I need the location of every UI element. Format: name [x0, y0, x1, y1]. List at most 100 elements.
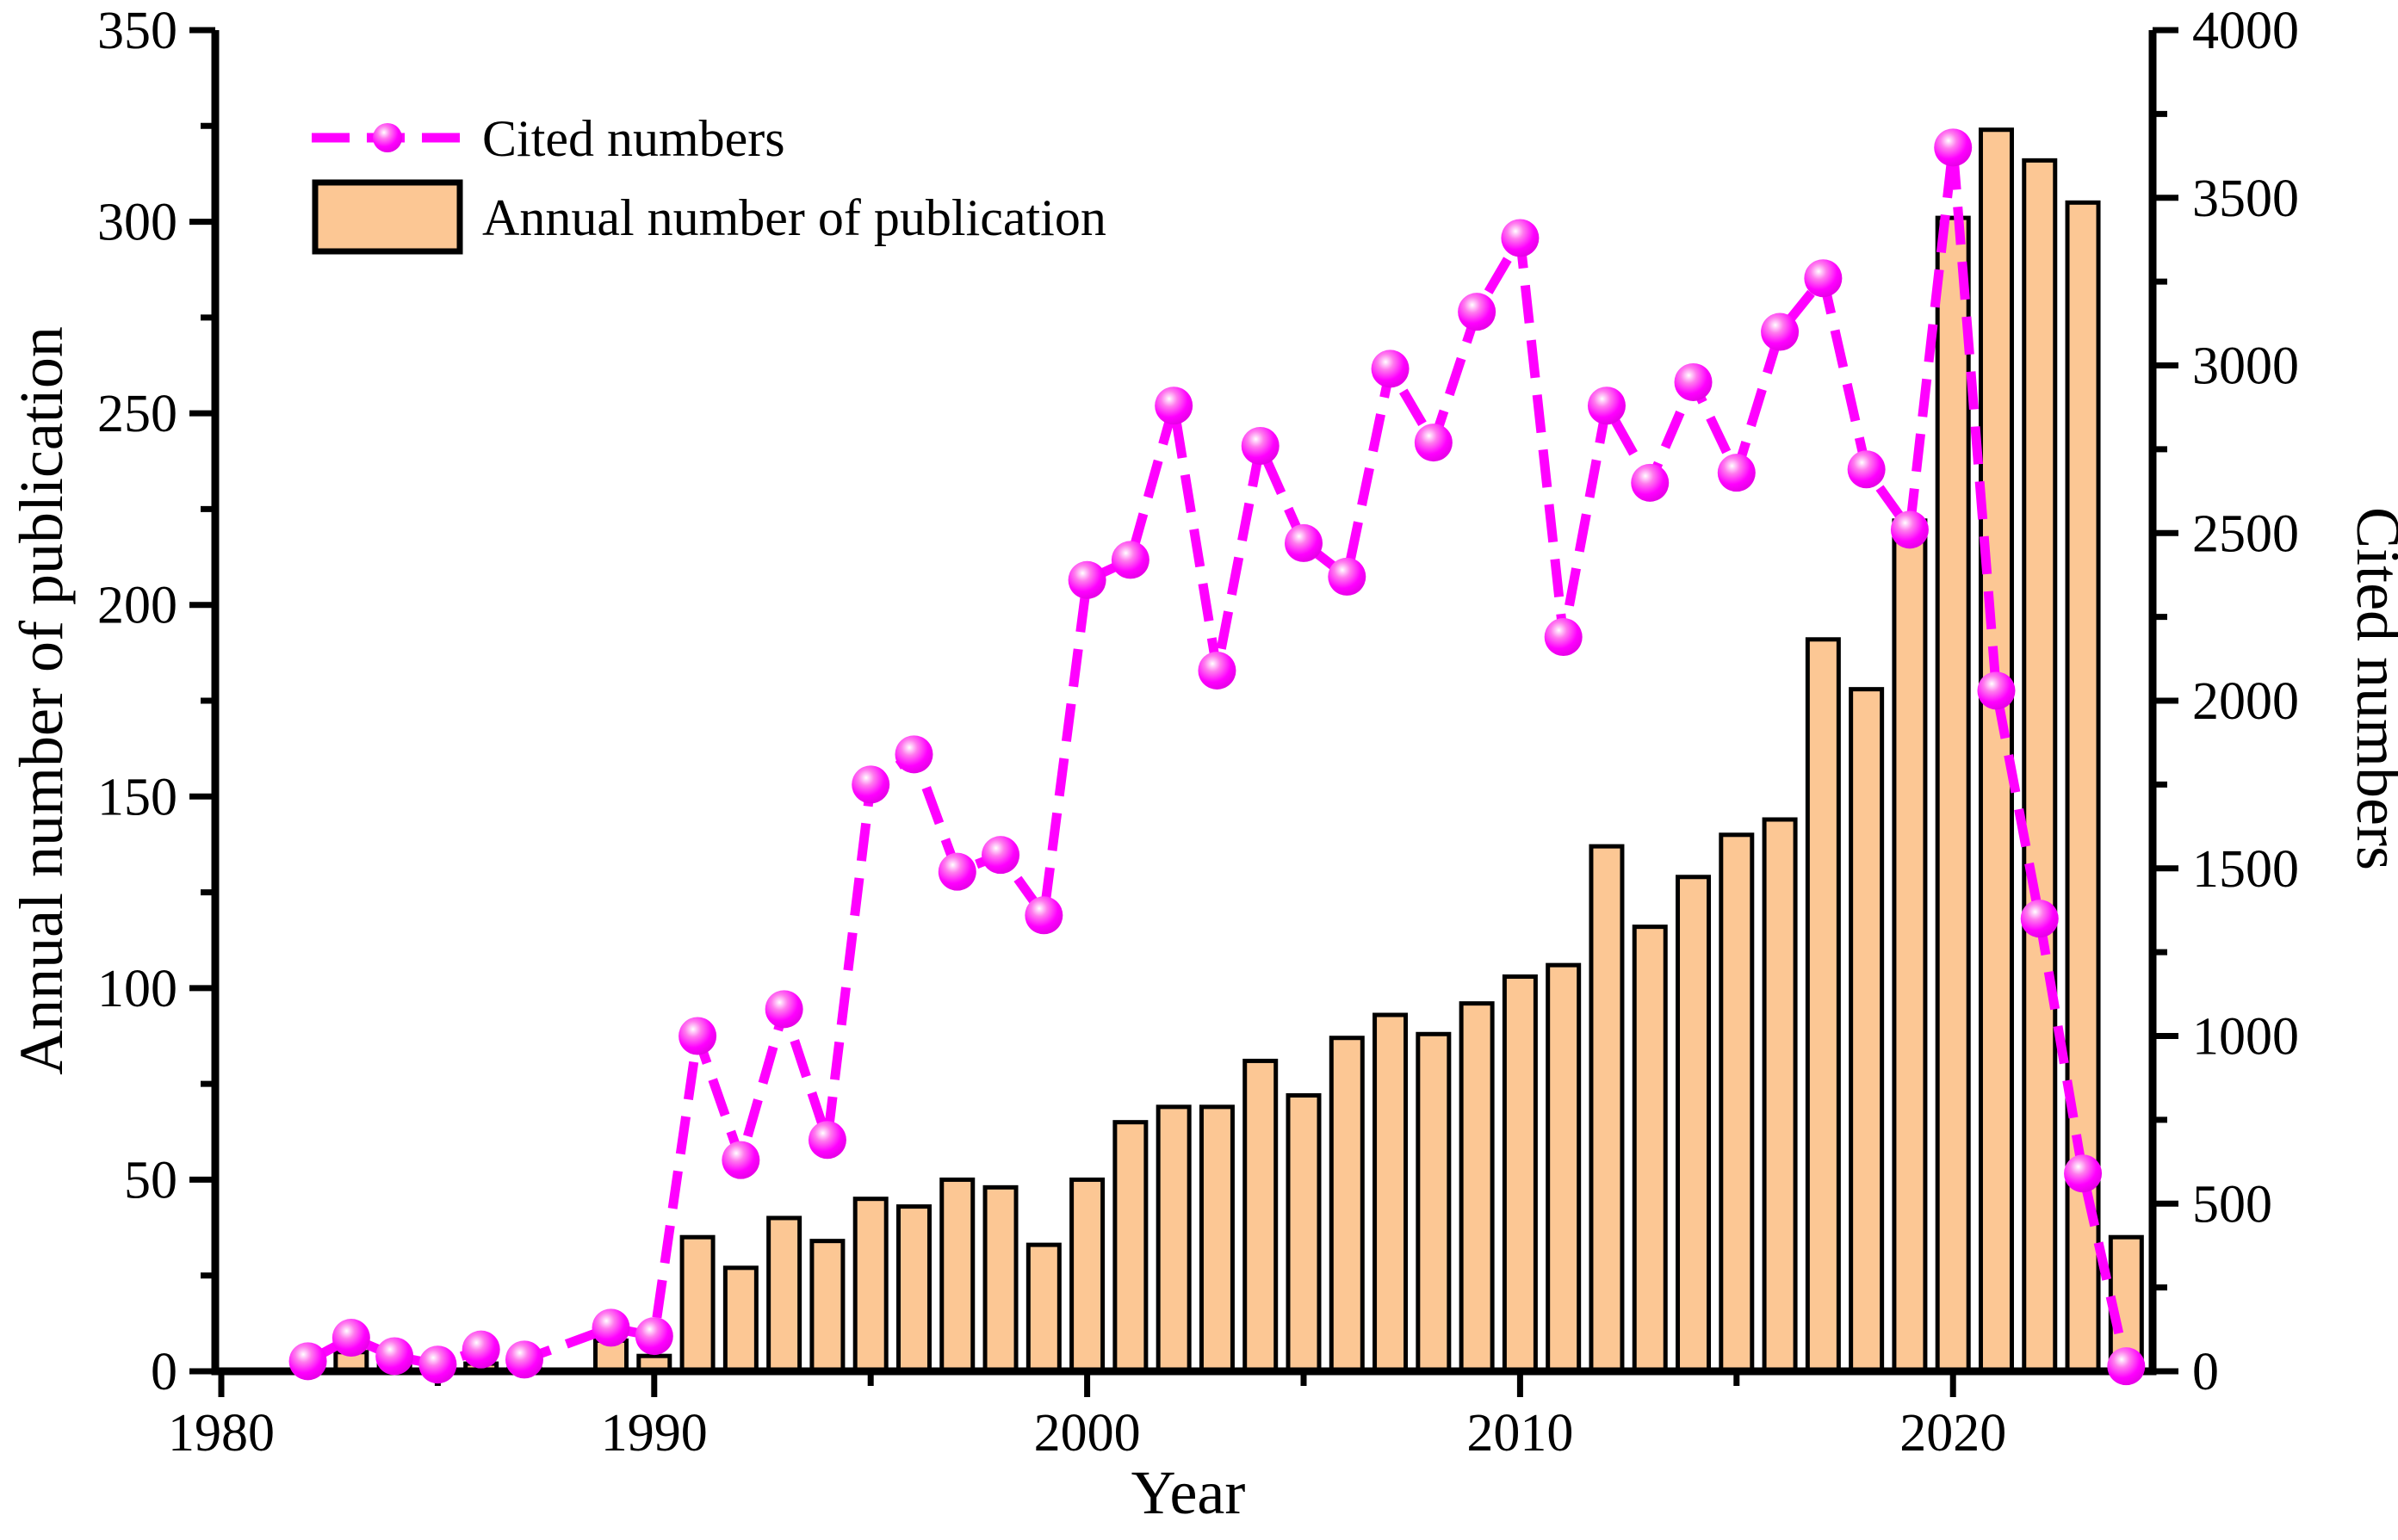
- cited-marker: [722, 1141, 760, 1179]
- cited-marker: [1458, 293, 1496, 331]
- cited-marker: [1285, 523, 1323, 562]
- x-tick-label: 2010: [1466, 1404, 1573, 1463]
- left-tick-label: 300: [97, 194, 177, 252]
- right-tick-label: 4000: [2192, 2, 2299, 60]
- cited-marker: [938, 852, 976, 891]
- publication-bar: [1676, 875, 1712, 1374]
- cited-marker: [1977, 671, 2016, 710]
- cited-marker: [1934, 128, 1973, 167]
- publication-bar: [722, 1265, 759, 1374]
- publication-bar: [1805, 637, 1841, 1374]
- publication-bar: [1199, 1104, 1235, 1374]
- axes-group: [189, 27, 2178, 1397]
- publication-bar: [895, 1204, 932, 1374]
- x-tick-label: 1990: [601, 1404, 708, 1463]
- right-tick-label: 2500: [2192, 504, 2299, 563]
- publication-bar: [1459, 1001, 1495, 1374]
- cited-marker: [288, 1342, 327, 1381]
- cited-marker: [592, 1308, 630, 1347]
- cited-marker: [1587, 387, 1626, 425]
- right-tick-label: 1000: [2192, 1008, 2299, 1067]
- left-tick-label: 0: [151, 1343, 177, 1401]
- publication-bar: [1589, 844, 1625, 1374]
- bars-group: [290, 127, 2144, 1374]
- cited-marker: [505, 1340, 543, 1379]
- cited-marker: [332, 1319, 370, 1358]
- cited-marker: [418, 1345, 457, 1384]
- cited-marker: [462, 1330, 500, 1369]
- publication-bar: [1719, 832, 1755, 1374]
- publication-bar: [1849, 687, 1885, 1374]
- y-axis-title-left: Annual number of publication: [7, 326, 76, 1075]
- left-tick-label: 250: [97, 385, 177, 443]
- publication-bar: [1632, 925, 1668, 1374]
- publication-bar: [2065, 200, 2101, 1374]
- right-tick-label: 1500: [2192, 840, 2299, 899]
- publication-bar: [1242, 1058, 1279, 1374]
- cited-marker: [982, 836, 1020, 875]
- cited-marker: [635, 1317, 673, 1356]
- legend-label-publication: Annual number of publication: [482, 189, 1106, 246]
- cited-marker: [375, 1337, 414, 1376]
- cited-marker: [765, 990, 803, 1029]
- left-tick-label: 350: [97, 2, 177, 60]
- publication-bar: [766, 1215, 802, 1374]
- cited-marker: [895, 735, 933, 774]
- legend-marker-icon: [373, 123, 402, 152]
- right-tick-label: 2000: [2192, 672, 2299, 731]
- cited-marker: [1414, 424, 1453, 462]
- publication-bar: [1112, 1120, 1149, 1374]
- left-tick-label: 100: [97, 960, 177, 1018]
- publication-bar: [1546, 962, 1582, 1374]
- cited-marker: [1631, 463, 1670, 502]
- publication-bar: [2022, 158, 2058, 1374]
- cited-marker: [1544, 617, 1583, 656]
- cited-marker: [1371, 349, 1410, 388]
- cited-marker: [808, 1121, 846, 1160]
- cited-marker: [1241, 426, 1280, 465]
- right-tick-label: 0: [2192, 1343, 2219, 1401]
- y-axis-title-right: Cited numbers: [2344, 507, 2398, 870]
- publication-bar: [1286, 1092, 1322, 1374]
- publication-bar: [1069, 1177, 1106, 1374]
- publication-bar: [1502, 974, 1538, 1374]
- publication-bar: [679, 1234, 716, 1374]
- publication-bar: [1329, 1036, 1365, 1374]
- legend-item-cited: Cited numbers: [312, 110, 785, 167]
- cited-marker: [1674, 362, 1713, 401]
- cited-marker: [1111, 541, 1149, 579]
- x-axis-title: Year: [1131, 1458, 1246, 1527]
- cited-marker: [1068, 560, 1106, 599]
- cited-marker: [1761, 312, 1800, 351]
- publication-bar: [1026, 1242, 1062, 1374]
- cited-marker: [679, 1017, 717, 1055]
- publication-bar: [1935, 215, 1971, 1374]
- cited-marker: [1328, 557, 1366, 596]
- publication-bar: [1416, 1031, 1452, 1374]
- right-tick-label: 3500: [2192, 170, 2299, 228]
- legend-bar-swatch: [312, 179, 463, 255]
- legend: Cited numbers Annual number of publicati…: [312, 110, 1106, 255]
- tick-labels-group: 0501001502002503003500500100015002000250…: [97, 2, 2299, 1463]
- cited-marker: [1025, 896, 1063, 935]
- cited-marker: [2107, 1347, 2146, 1386]
- x-tick-label: 2000: [1034, 1404, 1141, 1463]
- publication-bar: [939, 1177, 976, 1374]
- publication-bar: [1892, 518, 1928, 1374]
- cited-marker: [1847, 450, 1886, 489]
- cited-marker: [1198, 651, 1236, 690]
- cited-marker: [2064, 1154, 2103, 1193]
- cited-marker: [1890, 510, 1929, 549]
- publication-bar: [852, 1197, 889, 1374]
- cited-marker: [1804, 259, 1843, 298]
- publication-bar: [1762, 817, 1798, 1374]
- cited-marker: [852, 765, 890, 804]
- publication-bar: [982, 1184, 1019, 1374]
- x-tick-label: 2020: [1899, 1404, 2006, 1463]
- publication-bar: [1372, 1012, 1409, 1374]
- left-tick-label: 50: [124, 1151, 177, 1209]
- cited-marker: [1501, 219, 1540, 257]
- right-tick-label: 500: [2192, 1175, 2272, 1234]
